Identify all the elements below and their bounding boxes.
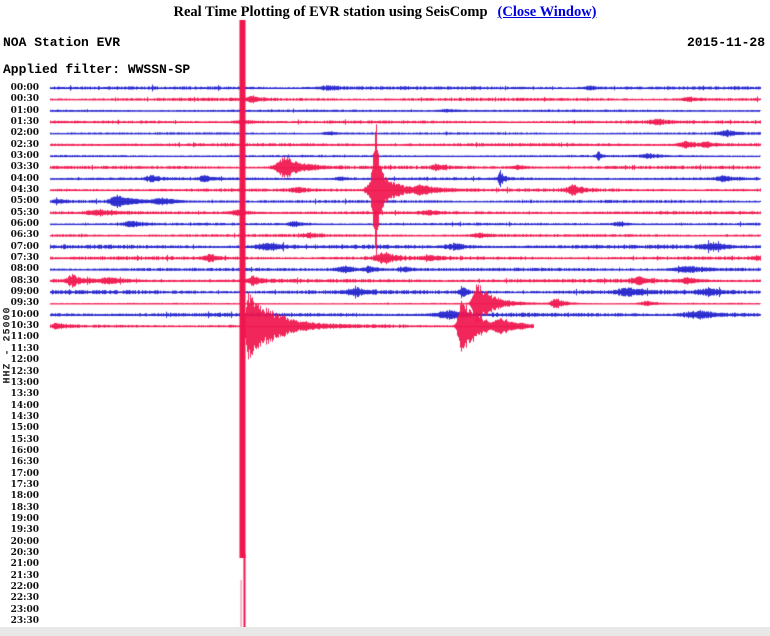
bottom-gray-bar — [0, 627, 770, 636]
